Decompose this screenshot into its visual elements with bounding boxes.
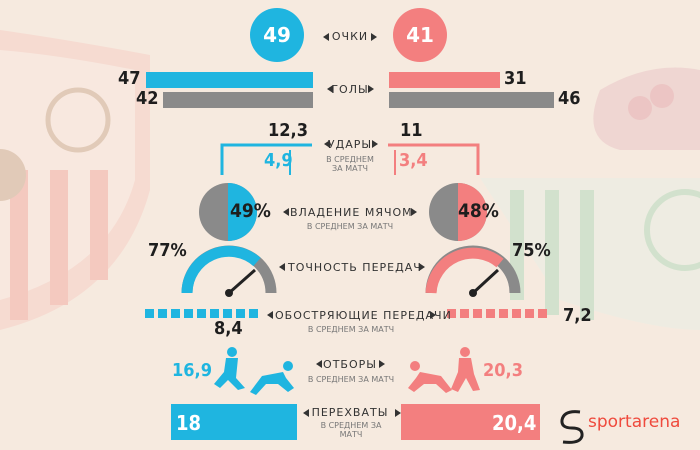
away-possession-value: 48%	[458, 200, 499, 222]
away-key-pass-square	[473, 309, 482, 318]
away-shots-on-target: 3,4	[399, 150, 428, 171]
away-possession-slice	[458, 183, 487, 241]
away-goals-scored-bar	[389, 72, 500, 88]
interceptions-label: ПЕРЕХВАТЫ	[311, 406, 389, 419]
home-key-pass-square	[145, 309, 154, 318]
home-shots-total: 12,3	[268, 120, 308, 141]
passing-label: ТОЧНОСТЬ ПЕРЕДАЧ	[288, 261, 422, 274]
home-goals-conceded-bar	[163, 92, 313, 108]
home-key-pass-square	[210, 309, 219, 318]
goals-label: ГОЛЫ	[331, 83, 369, 96]
home-key-pass-square	[249, 309, 258, 318]
away-passing-value: 75%	[512, 240, 551, 261]
home-shots-on-target: 4,9	[264, 150, 293, 171]
home-crest	[0, 30, 150, 330]
away-shots-total: 11	[400, 120, 423, 141]
tackles-sub: В СРЕДНЕМ ЗА МАТЧ	[307, 375, 395, 384]
shots-sub: В СРЕДНЕМ ЗА МАТЧ	[326, 155, 374, 173]
home-key-passes-value: 8,4	[214, 318, 243, 339]
interceptions-sub: В СРЕДНЕМ ЗА МАТЧ	[320, 421, 382, 439]
away-key-pass-square	[512, 309, 521, 318]
points-label: ОЧКИ	[331, 30, 369, 43]
away-tackles-value: 20,3	[483, 360, 523, 381]
away-passing-arc	[425, 247, 504, 294]
away-goals-scored: 31	[504, 68, 527, 89]
away-interceptions-bar	[401, 404, 540, 440]
away-key-pass-square	[460, 309, 469, 318]
home-passing-arc	[181, 245, 261, 294]
shots-label: УДАРЫ	[327, 138, 373, 151]
away-goals-conceded-bar	[389, 92, 554, 108]
away-goals-conceded: 46	[558, 88, 581, 109]
possession-label: ВЛАДЕНИЕ МЯЧОМ	[290, 206, 413, 219]
away-points-circle: 41	[393, 8, 447, 62]
home-key-pass-square	[197, 309, 206, 318]
home-possession-slice	[228, 183, 257, 241]
away-key-pass-square	[447, 309, 456, 318]
brand-name: sportarena	[588, 412, 681, 432]
home-key-pass-square	[236, 309, 245, 318]
home-key-pass-square	[184, 309, 193, 318]
home-key-pass-square	[171, 309, 180, 318]
home-tackle-figures	[214, 347, 294, 395]
away-key-pass-square	[486, 309, 495, 318]
away-interceptions-value: 20,4	[492, 411, 537, 435]
home-goals-scored-bar	[146, 72, 313, 88]
away-crest	[480, 67, 700, 330]
key-passes-label: ОБОСТРЯЮЩИЕ ПЕРЕДАЧИ	[275, 309, 452, 322]
away-key-pass-square	[525, 309, 534, 318]
away-points-value: 41	[406, 23, 434, 47]
home-goals-scored: 47	[118, 68, 141, 89]
home-points-value: 49	[263, 23, 291, 47]
home-key-pass-square	[223, 309, 232, 318]
tackles-label: ОТБОРЫ	[323, 358, 377, 371]
home-goals-conceded: 42	[136, 88, 159, 109]
home-interceptions-bar	[171, 404, 297, 440]
away-key-pass-square	[538, 309, 547, 318]
home-passing-value: 77%	[148, 240, 187, 261]
home-points-circle: 49	[250, 8, 304, 62]
away-key-pass-square	[499, 309, 508, 318]
away-tackle-figures	[408, 347, 480, 393]
key-passes-sub: В СРЕДНЕМ ЗА МАТЧ	[307, 325, 395, 334]
home-possession-value: 49%	[230, 200, 271, 222]
home-interceptions-value: 18	[176, 411, 202, 435]
possession-sub: В СРЕДНЕМ ЗА МАТЧ	[306, 222, 394, 231]
home-key-pass-square	[158, 309, 167, 318]
home-tackles-value: 16,9	[172, 360, 212, 381]
away-key-passes-value: 7,2	[563, 305, 592, 326]
